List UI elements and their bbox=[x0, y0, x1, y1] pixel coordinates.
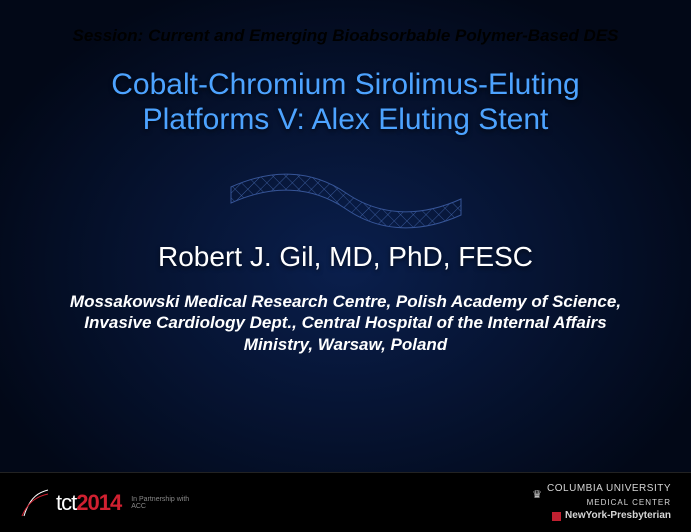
columbia-logo: ♛ COLUMBIA UNIVERSITY MEDICAL CENTER bbox=[532, 482, 671, 509]
tct-prefix: tct bbox=[56, 490, 76, 515]
author-affiliation: Mossakowski Medical Research Centre, Pol… bbox=[58, 291, 633, 355]
nyp-text: NewYork-Presbyterian bbox=[565, 509, 671, 523]
columbia-line: COLUMBIA UNIVERSITY bbox=[547, 483, 671, 494]
footer-right: ♛ COLUMBIA UNIVERSITY MEDICAL CENTER New… bbox=[532, 482, 671, 523]
nyp-badge-icon bbox=[552, 512, 561, 521]
affiliation-line-1: Mossakowski Medical Research Centre, Pol… bbox=[70, 292, 621, 311]
columbia-sub: MEDICAL CENTER bbox=[587, 498, 671, 507]
footer-left: tct2014 In Partnership with ACC bbox=[20, 486, 189, 520]
partner-line-1: In Partnership with bbox=[131, 496, 189, 503]
partner-line-2: ACC bbox=[131, 503, 146, 510]
slide-container: Session: Current and Emerging Bioabsorba… bbox=[0, 0, 691, 532]
tct-logo: tct2014 bbox=[56, 490, 121, 516]
tct-swoosh-icon bbox=[20, 486, 50, 520]
affiliation-line-3: Ministry, Warsaw, Poland bbox=[244, 335, 447, 354]
author-name: Robert J. Gil, MD, PhD, FESC bbox=[158, 241, 533, 273]
session-label: Session: Current and Emerging Bioabsorba… bbox=[72, 26, 618, 46]
affiliation-line-2: Invasive Cardiology Dept., Central Hospi… bbox=[84, 313, 606, 332]
nyp-logo: NewYork-Presbyterian bbox=[532, 509, 671, 523]
partner-text: In Partnership with ACC bbox=[131, 496, 189, 510]
tct-year: 2014 bbox=[76, 490, 121, 515]
crown-icon: ♛ bbox=[532, 488, 542, 503]
title-line-1: Cobalt-Chromium Sirolimus-Eluting bbox=[111, 68, 579, 101]
title-line-2: Platforms V: Alex Eluting Stent bbox=[143, 103, 549, 136]
footer-bar: tct2014 In Partnership with ACC ♛ COLUMB… bbox=[0, 472, 691, 532]
stent-graphic bbox=[216, 157, 476, 229]
slide-title: Cobalt-Chromium Sirolimus-Eluting Platfo… bbox=[111, 68, 579, 137]
